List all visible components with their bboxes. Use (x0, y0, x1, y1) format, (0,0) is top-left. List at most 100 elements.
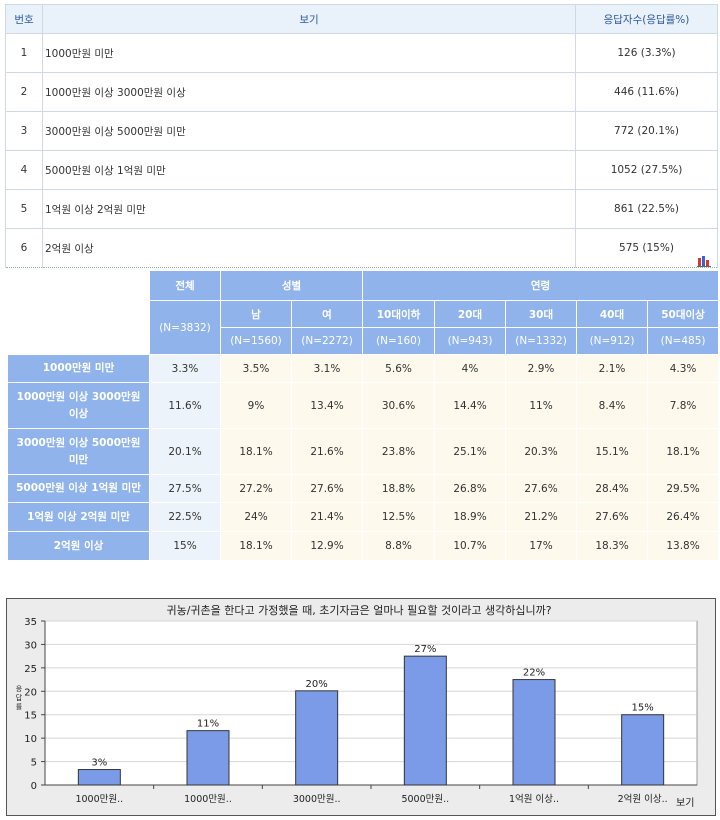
row-option: 1000만원 이상 3000만원 이상 (42, 72, 576, 112)
row-num: 6 (5, 228, 43, 268)
bar-value-label: 20% (306, 679, 328, 690)
table-row: 2 1000만원 이상 3000만원 이상 446 (11.6%) (5, 72, 718, 112)
crosstab-table: 전체 성별 연령 (N=3832) 남 여 10대이하 20대 30대 40대 … (7, 270, 720, 561)
plot-area: 0 5 10 15 20 25 30 35 3% 1000만원.. 11% 1000만원.. 20% 30… (24, 617, 698, 805)
cell: 20.3% (505, 428, 578, 475)
cell: 9% (220, 382, 292, 429)
crosstab-row: 3000만원 이상 5000만원 미만 20.1% 18.1% 21.6% 23… (7, 428, 720, 475)
cell: 3.1% (290, 354, 364, 383)
cell: 26.4% (647, 502, 720, 532)
bar (403, 655, 447, 786)
header-gender: 성별 (219, 270, 364, 301)
n-age-40s: (N=912) (576, 327, 649, 355)
x-tick-label: 1000만원.. (75, 794, 123, 805)
x-tick-label: 2억원 이상.. (618, 793, 668, 805)
cell-total: 20.1% (149, 428, 221, 475)
plot-background (44, 620, 698, 786)
cell: 29.5% (647, 474, 720, 503)
bar-value-label: 27% (414, 644, 436, 655)
bar (186, 730, 230, 786)
cell: 27.6% (505, 474, 578, 503)
n-female: (N=2272) (290, 327, 364, 355)
bar (77, 769, 121, 786)
table-row: 4 5000만원 이상 1억원 미만 1052 (27.5%) (5, 150, 718, 190)
cell: 4.3% (647, 354, 720, 383)
row-num: 5 (5, 189, 43, 229)
cell: 18.8% (362, 474, 436, 503)
cell: 21.2% (505, 502, 578, 532)
cell: 18.3% (576, 531, 649, 561)
cell: 12.5% (362, 502, 436, 532)
crosstab-row: 2억원 이상 15% 18.1% 12.9% 8.8% 10.7% 17% 18… (7, 531, 720, 561)
y-tick-label: 20 (24, 687, 37, 698)
x-tick-label: 1000만원.. (184, 794, 232, 805)
n-age-50s: (N=485) (647, 327, 720, 355)
row-num: 4 (5, 150, 43, 190)
cell-total: 15% (149, 531, 221, 561)
cell: 26.8% (434, 474, 507, 503)
cell: 23.8% (362, 428, 436, 475)
row-label: 1억원 이상 2억원 미만 (7, 502, 150, 532)
header-age-30s: 30대 (505, 300, 578, 328)
y-tick-label: 35 (24, 617, 37, 628)
header-option: 보기 (42, 4, 576, 34)
y-tick-label: 25 (24, 664, 37, 675)
row-num: 2 (5, 72, 43, 112)
bar-chart: 귀농/귀촌을 한다고 가정했을 때, 초기자금은 얼마나 필요할 것이라고 생각… (16, 603, 698, 809)
bar-value-label: 3% (91, 758, 107, 769)
row-option: 5000만원 이상 1억원 미만 (42, 150, 576, 190)
cell: 3.5% (220, 354, 292, 383)
n-age-20s: (N=943) (434, 327, 507, 355)
y-tick-label: 30 (24, 640, 37, 651)
cell: 27.6% (290, 474, 364, 503)
crosstab-row: 1000만원 이상 3000만원 이상 11.6% 9% 13.4% 30.6%… (7, 382, 720, 429)
row-option: 1000만원 미만 (42, 33, 576, 73)
row-count: 126 (3.3%) (575, 33, 718, 73)
x-axis-label: 보기 (676, 797, 694, 809)
row-label: 1000만원 미만 (7, 354, 150, 383)
cell: 2.1% (576, 354, 649, 383)
bar-chart-panel: 귀농/귀촌을 한다고 가정했을 때, 초기자금은 얼마나 필요할 것이라고 생각… (6, 598, 716, 816)
header-female: 여 (290, 300, 364, 328)
row-option: 1억원 이상 2억원 미만 (42, 189, 576, 229)
table-header-row: 번호 보기 응답자수(응답률%) (5, 4, 718, 34)
header-male: 남 (220, 300, 292, 328)
cell: 27.2% (220, 474, 292, 503)
row-count: 772 (20.1%) (575, 111, 718, 151)
header-age-20s: 20대 (434, 300, 507, 328)
row-label: 3000만원 이상 5000만원 미만 (7, 428, 150, 475)
cell: 25.1% (434, 428, 507, 475)
bar-chart-icon[interactable] (697, 255, 711, 267)
cell: 7.8% (647, 382, 720, 429)
header-age: 연령 (362, 270, 720, 301)
cell-total: 11.6% (149, 382, 221, 429)
cell: 28.4% (576, 474, 649, 503)
n-age-10s: (N=160) (362, 327, 436, 355)
header-age-10s: 10대이하 (362, 300, 436, 328)
cell: 12.9% (290, 531, 364, 561)
y-axis-label-char: 답 (16, 693, 23, 702)
cell-total: 27.5% (149, 474, 221, 503)
y-axis-label-char: 응 (16, 685, 23, 693)
bar-value-label: 15% (632, 703, 654, 714)
y-tick-label: 10 (24, 734, 37, 745)
cell-total: 3.3% (149, 354, 221, 383)
row-label: 2억원 이상 (7, 531, 150, 561)
cell: 27.6% (576, 502, 649, 532)
cell: 14.4% (434, 382, 507, 429)
x-tick-label: 3000만원.. (293, 794, 341, 805)
cell: 13.4% (290, 382, 364, 429)
crosstab-row: 1억원 이상 2억원 미만 22.5% 24% 21.4% 12.5% 18.9… (7, 502, 720, 532)
table-row: 5 1억원 이상 2억원 미만 861 (22.5%) (5, 189, 718, 229)
row-count: 1052 (27.5%) (575, 150, 718, 190)
crosstab-corner (7, 270, 150, 355)
x-tick-label: 5000만원.. (401, 794, 449, 805)
header-num: 번호 (5, 4, 43, 34)
cell-total: 22.5% (149, 502, 221, 532)
bar (295, 690, 339, 786)
cell: 2.9% (505, 354, 578, 383)
cell: 13.8% (647, 531, 720, 561)
header-count: 응답자수(응답률%) (575, 4, 718, 34)
bar-value-label: 11% (197, 719, 219, 730)
y-axis-label-char: 률 (16, 703, 23, 711)
